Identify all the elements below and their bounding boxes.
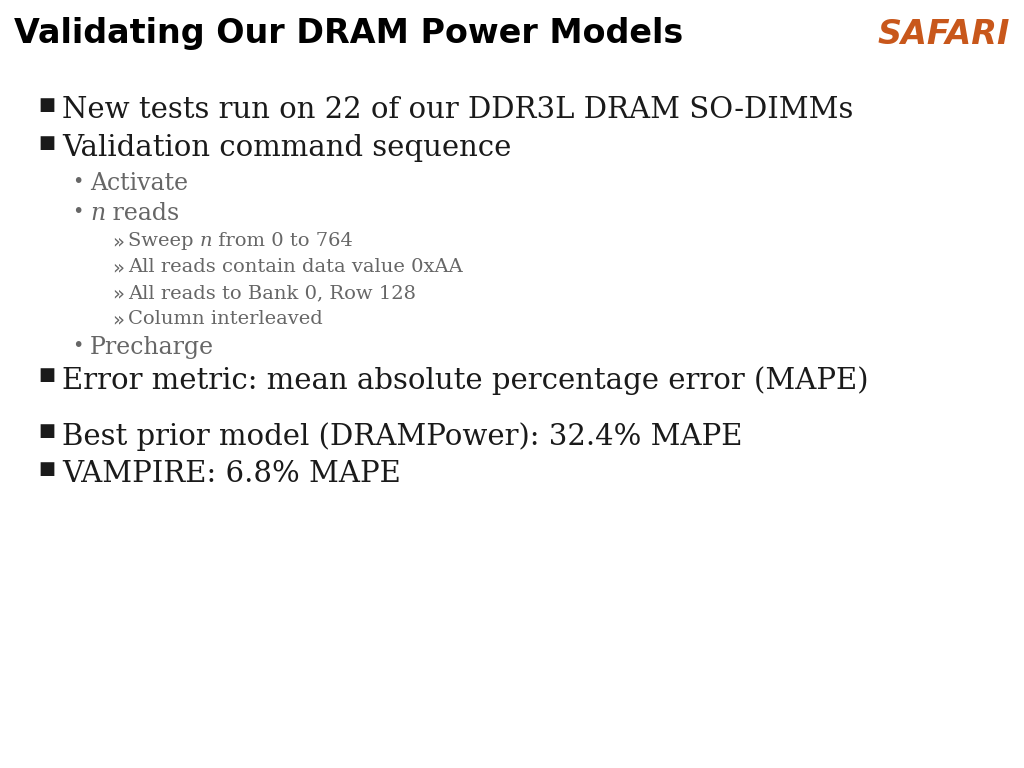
Text: »: » [112,310,124,329]
Text: •: • [72,336,83,355]
Text: Error metric: mean absolute percentage error (MAPE): Error metric: mean absolute percentage e… [62,366,868,395]
Text: »: » [112,232,124,251]
Text: •: • [72,172,83,191]
Text: Precharge: Precharge [90,336,214,359]
Text: Activate: Activate [90,172,188,195]
Text: VAMPIRE: 6.8% MAPE: VAMPIRE: 6.8% MAPE [62,460,400,488]
Text: •: • [72,202,83,221]
Text: New tests run on 22 of our DDR3L DRAM SO-DIMMs: New tests run on 22 of our DDR3L DRAM SO… [62,96,853,124]
Text: Validation command sequence: Validation command sequence [62,134,511,162]
Text: Column interleaved: Column interleaved [128,310,323,328]
Text: from 0 to 764: from 0 to 764 [212,232,353,250]
Text: »: » [112,284,124,303]
Text: n: n [90,202,105,225]
Text: Sweep: Sweep [128,232,200,250]
Text: ■: ■ [38,134,55,152]
Text: SAFARI: SAFARI [878,18,1010,51]
Text: »: » [112,258,124,277]
Text: Validating Our DRAM Power Models: Validating Our DRAM Power Models [14,18,683,51]
Text: Page 43 of 20: Page 43 of 20 [908,750,1014,764]
Text: ■: ■ [38,422,55,440]
Text: reads: reads [105,202,179,225]
Text: All reads contain data value 0xAA: All reads contain data value 0xAA [128,258,463,276]
Text: n: n [200,232,212,250]
Text: All reads to Bank 0, Row 128: All reads to Bank 0, Row 128 [128,284,416,302]
Text: ■: ■ [38,460,55,478]
Text: ■: ■ [38,96,55,114]
Text: ■: ■ [38,366,55,384]
Text: Best prior model (DRAMPower): 32.4% MAPE: Best prior model (DRAMPower): 32.4% MAPE [62,422,742,451]
